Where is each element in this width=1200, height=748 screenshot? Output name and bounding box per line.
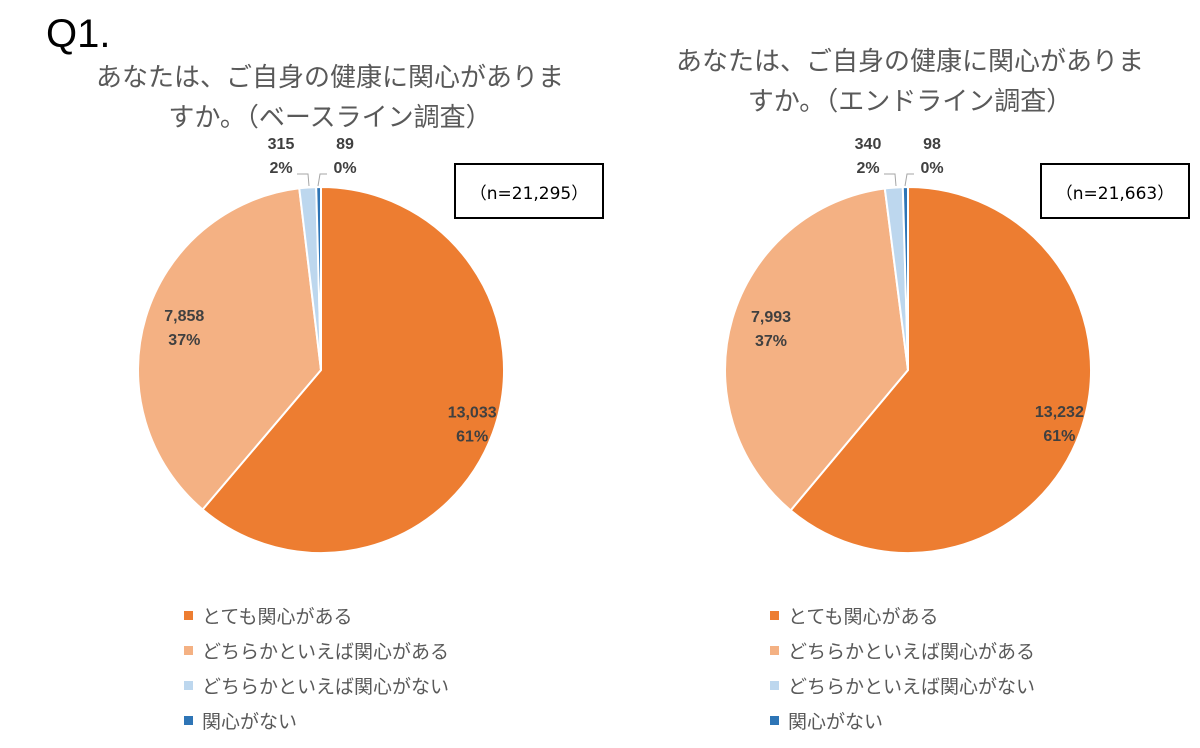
data-label: 7,993 37% — [751, 309, 791, 350]
chart-title-endline: あなたは、ご自身の健康に関心がありますか。（エンドライン調査） — [675, 47, 1144, 117]
n-label-baseline: （n=21,295） — [454, 163, 604, 219]
legend-label: どちらかといえば関心がある — [788, 641, 1036, 663]
pie-slice — [201, 185, 505, 554]
legend-swatch — [770, 681, 779, 690]
legend-swatch — [770, 611, 779, 620]
chart-title-baseline: あなたは、ご自身の健康に関心がありますか。（ベースライン調査） — [95, 63, 564, 133]
pie-slice — [315, 185, 322, 371]
pie-slice — [901, 185, 909, 371]
legend-label: どちらかといえば関心がない — [788, 676, 1036, 698]
n-label-endline: （n=21,663） — [1040, 163, 1190, 219]
data-label: 315 2% — [268, 136, 295, 177]
legend-item: とても関心がある — [770, 598, 1035, 633]
leader-line — [317, 173, 327, 187]
legend-item: どちらかといえば関心がない — [770, 668, 1035, 703]
leader-line — [884, 173, 897, 187]
legend-item: 関心がない — [184, 703, 449, 738]
question-label: Q1. — [46, 12, 111, 56]
data-label: 98 0% — [920, 136, 943, 177]
leader-line — [297, 173, 310, 187]
data-label: 7,858 37% — [164, 308, 204, 349]
legend-item: どちらかといえば関心がない — [184, 668, 449, 703]
pie-slice — [789, 185, 1092, 554]
legend-swatch — [770, 646, 779, 655]
data-label: 340 2% — [855, 136, 882, 177]
legend-item: どちらかといえば関心がある — [184, 633, 449, 668]
legend-endline: とても関心がある どちらかといえば関心がある どちらかといえば関心がない 関心が… — [770, 598, 1035, 738]
legend-label: どちらかといえば関心がある — [202, 641, 450, 663]
legend-label: 関心がない — [788, 711, 884, 733]
legend-label: どちらかといえば関心がない — [202, 676, 450, 698]
legend-baseline: とても関心がある どちらかといえば関心がある どちらかといえば関心がない 関心が… — [184, 598, 449, 738]
legend-label: とても関心がある — [788, 606, 939, 628]
data-label: 89 0% — [333, 136, 356, 177]
legend-swatch — [770, 716, 779, 725]
leader-line — [904, 173, 914, 187]
pie-slice — [724, 187, 910, 512]
legend-swatch — [184, 716, 193, 725]
pie-slice — [137, 187, 323, 511]
legend-swatch — [184, 681, 193, 690]
legend-item: 関心がない — [770, 703, 1035, 738]
legend-item: どちらかといえば関心がある — [770, 633, 1035, 668]
legend-swatch — [184, 611, 193, 620]
data-label: 13,033 61% — [448, 405, 497, 446]
data-label: 13,232 61% — [1035, 404, 1084, 445]
legend-label: 関心がない — [202, 711, 298, 733]
legend-label: とても関心がある — [202, 606, 353, 628]
legend-swatch — [184, 646, 193, 655]
legend-item: とても関心がある — [184, 598, 449, 633]
